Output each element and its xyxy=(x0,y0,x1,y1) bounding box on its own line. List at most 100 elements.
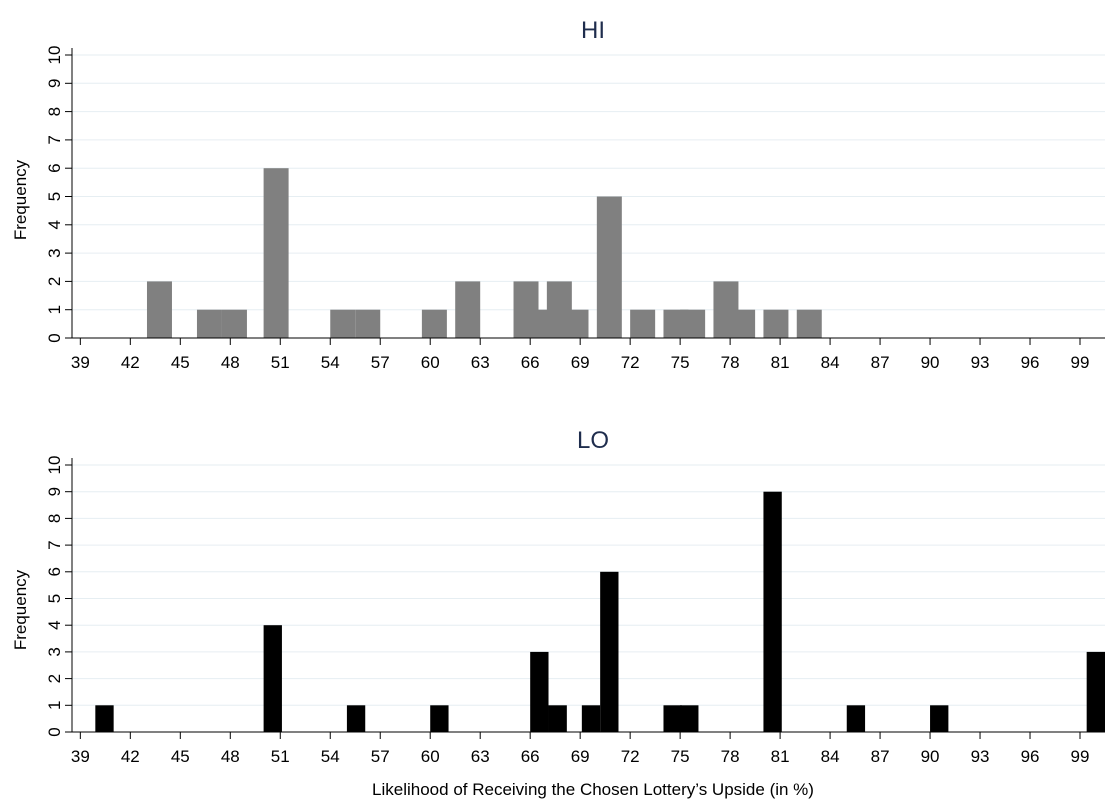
hi-histogram-bar xyxy=(221,309,247,338)
hi-histogram-bar xyxy=(196,309,222,338)
hi-histogram-bar xyxy=(263,168,289,338)
lo-y-tick-label: 4 xyxy=(45,620,64,629)
lo-y-tick-label: 1 xyxy=(45,701,64,710)
lo-histogram-bar xyxy=(95,705,114,732)
hi-panel-title: HI xyxy=(581,17,605,44)
hi-y-tick-label: 0 xyxy=(45,333,64,342)
hi-x-tick-label: 57 xyxy=(371,353,390,372)
lo-histogram-bar xyxy=(930,705,949,732)
lo-x-tick-label: 57 xyxy=(371,747,390,766)
lo-histogram-bar xyxy=(680,705,699,732)
lo-x-tick-label: 75 xyxy=(671,747,690,766)
hi-histogram-bar xyxy=(563,309,589,338)
lo-x-tick-label: 42 xyxy=(121,747,140,766)
lo-x-tick-label: 51 xyxy=(271,747,290,766)
hi-x-tick-label: 78 xyxy=(721,353,740,372)
hi-axes xyxy=(65,48,1105,345)
lo-y-tick-label: 9 xyxy=(45,487,64,496)
hi-x-tick-label: 84 xyxy=(821,353,840,372)
lo-x-tick-label: 48 xyxy=(221,747,240,766)
lo-x-tick-label: 81 xyxy=(771,747,790,766)
hi-histogram-bar xyxy=(421,309,447,338)
lo-histogram-bar xyxy=(346,705,366,732)
lo-histogram-bar xyxy=(1086,651,1105,732)
hi-y-tick-label: 6 xyxy=(45,163,64,172)
hi-histogram-bar xyxy=(330,309,356,338)
lo-x-tick-label: 93 xyxy=(971,747,990,766)
hi-y-tick-label: 2 xyxy=(45,277,64,286)
lo-histogram-bar xyxy=(663,705,682,732)
lo-y-tick-label: 6 xyxy=(45,567,64,576)
hi-histogram-bar xyxy=(630,309,656,338)
lo-panel-title: LO xyxy=(577,427,609,454)
hi-bars xyxy=(146,168,822,338)
hi-y-tick-label: 7 xyxy=(45,135,64,144)
lo-y-tick-label: 10 xyxy=(45,456,64,475)
hi-histogram-bar xyxy=(763,309,789,338)
hi-y-tick-label: 1 xyxy=(45,305,64,314)
lo-histogram-bar xyxy=(530,651,549,732)
hi-x-tick-label: 96 xyxy=(1021,353,1040,372)
x-axis-label: Likelihood of Receiving the Chosen Lotte… xyxy=(372,780,814,799)
lo-x-tick-label: 87 xyxy=(871,747,890,766)
lo-histogram-bar xyxy=(846,705,866,732)
hi-x-tick-label: 60 xyxy=(421,353,440,372)
lo-bars xyxy=(95,491,1105,732)
lo-x-tick-label: 69 xyxy=(571,747,590,766)
lo-x-tick-label: 96 xyxy=(1021,747,1040,766)
hi-histogram-bar xyxy=(596,196,622,338)
hi-x-tick-label: 66 xyxy=(521,353,540,372)
lo-x-tick-label: 90 xyxy=(921,747,940,766)
lo-x-tick-label: 66 xyxy=(521,747,540,766)
hi-y-tick-label: 3 xyxy=(45,248,64,257)
lo-x-tick-label: 39 xyxy=(71,747,90,766)
hi-x-tick-label: 93 xyxy=(971,353,990,372)
hi-histogram-bar xyxy=(355,309,381,338)
lo-y-tick-label: 3 xyxy=(45,647,64,656)
hi-x-tick-label: 75 xyxy=(671,353,690,372)
hi-x-tick-label: 48 xyxy=(221,353,240,372)
hi-y-tick-label: 8 xyxy=(45,107,64,116)
lo-y-tick-label: 8 xyxy=(45,514,64,523)
hi-histogram-bar xyxy=(146,281,172,338)
lo-y-tick-label: 0 xyxy=(45,727,64,736)
lo-histogram-bar xyxy=(263,625,282,732)
hi-x-tick-label: 90 xyxy=(921,353,940,372)
hi-x-tick-label: 42 xyxy=(121,353,140,372)
lo-y-tick-label: 2 xyxy=(45,674,64,683)
lo-x-tick-label: 60 xyxy=(421,747,440,766)
lo-y-axis-label: Frequency xyxy=(11,569,30,650)
hi-x-tick-label: 69 xyxy=(571,353,590,372)
lo-histogram-bar xyxy=(548,705,567,732)
lo-x-tick-label: 99 xyxy=(1071,747,1090,766)
lo-gridlines xyxy=(72,464,1105,706)
lo-x-tick-label: 54 xyxy=(321,747,340,766)
lo-y-tick-label: 7 xyxy=(45,540,64,549)
lo-axes xyxy=(65,458,1105,739)
lo-x-tick-label: 78 xyxy=(721,747,740,766)
hi-y-tick-label: 10 xyxy=(45,46,64,65)
hi-histogram-bar xyxy=(796,309,822,338)
lo-y-tick-label: 5 xyxy=(45,594,64,603)
hi-x-tick-label: 81 xyxy=(771,353,790,372)
hi-x-tick-label: 54 xyxy=(321,353,340,372)
hi-x-tick-label: 72 xyxy=(621,353,640,372)
lo-x-tick-label: 63 xyxy=(471,747,490,766)
lo-histogram-bar xyxy=(600,571,619,732)
lo-x-tick-label: 84 xyxy=(821,747,840,766)
hi-histogram-bar xyxy=(455,281,481,338)
hi-x-tick-label: 39 xyxy=(71,353,90,372)
lo-histogram-bar xyxy=(581,705,601,732)
hi-y-tick-label: 5 xyxy=(45,192,64,201)
hi-histogram-bar xyxy=(680,309,706,338)
hi-x-tick-label: 87 xyxy=(871,353,890,372)
hi-x-tick-label: 63 xyxy=(471,353,490,372)
hi-gridlines xyxy=(72,54,1105,311)
hi-x-tick-label: 51 xyxy=(271,353,290,372)
hi-y-tick-label: 9 xyxy=(45,79,64,88)
